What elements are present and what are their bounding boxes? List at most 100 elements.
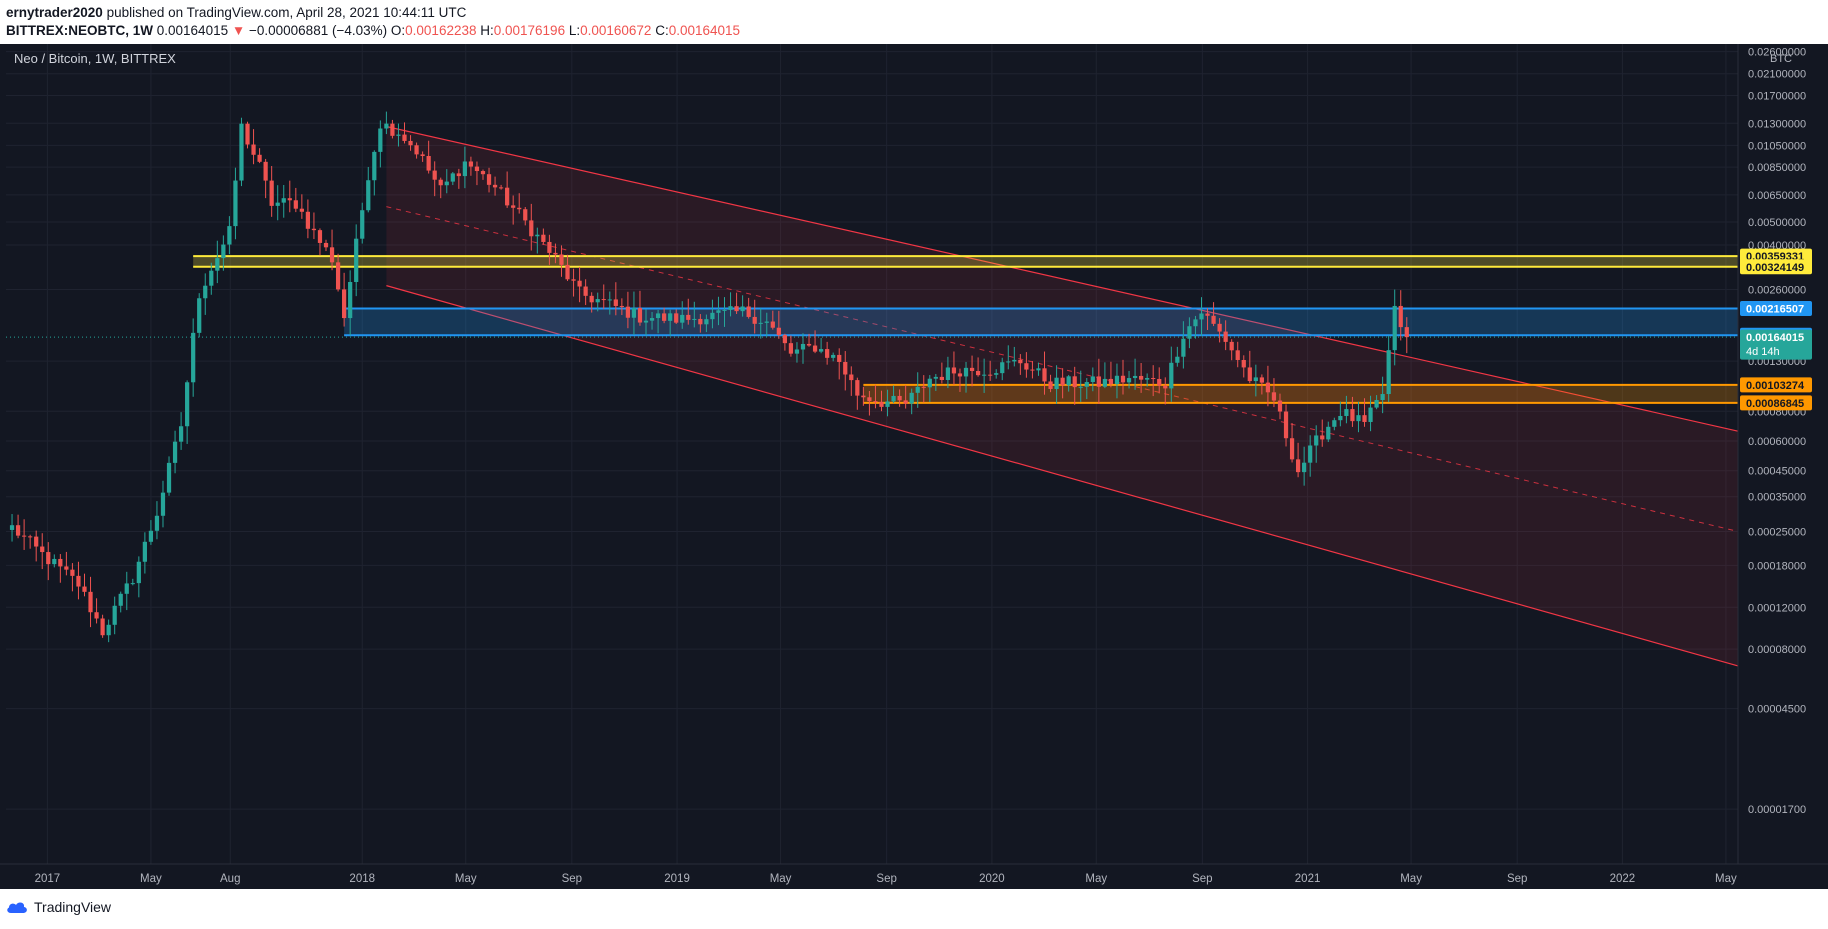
candle-body (837, 354, 842, 362)
candle-body (390, 123, 395, 136)
candle-body (1102, 378, 1108, 387)
candle-body (456, 173, 461, 177)
candle-body (764, 321, 769, 323)
author-name[interactable]: ernytrader2020 (6, 5, 103, 20)
candle-body (655, 313, 661, 319)
price-axis-tick: 0.00025000 (1748, 526, 1806, 538)
high-value: 0.00176196 (493, 23, 566, 38)
candle-body (963, 367, 969, 377)
candle-body (945, 367, 951, 381)
candle-body (1054, 377, 1059, 389)
chart-header: ernytrader2020 published on TradingView.… (0, 0, 1828, 44)
chart-background (0, 44, 1828, 889)
open-label: O: (390, 23, 406, 38)
candle-body (323, 242, 329, 248)
tradingview-logo[interactable]: TradingView (6, 899, 111, 915)
time-axis-tick: 2018 (349, 873, 375, 885)
channel-lower-line (386, 285, 1739, 667)
candle-body (1217, 323, 1222, 332)
candle-body (305, 211, 311, 229)
candle-body (1241, 359, 1246, 368)
candle-body (740, 306, 745, 312)
candle-body (951, 367, 957, 374)
candle-body (511, 205, 516, 208)
candle-body (124, 583, 129, 594)
candle-body (342, 289, 347, 319)
candle-body (595, 299, 600, 303)
candle-body (879, 401, 884, 407)
candle-body (1386, 350, 1391, 395)
orange-zone-high-tag: 0.00103274 (1746, 380, 1805, 392)
price-axis-tick: 0.00060000 (1748, 436, 1806, 448)
candle-body (22, 535, 27, 537)
price-axis-tick: 0.00018000 (1748, 560, 1806, 572)
candle-body (1356, 415, 1361, 422)
publish-line: ernytrader2020 published on TradingView.… (6, 5, 466, 20)
candle-body (335, 262, 341, 290)
candle-body (118, 593, 123, 606)
candle-body (1368, 407, 1373, 422)
candle-body (287, 198, 292, 201)
candle-body (1078, 386, 1083, 388)
candle-body (34, 536, 39, 547)
candle-body (40, 546, 45, 553)
blue-zone-high-tag-bg (1740, 300, 1812, 316)
candle-body (637, 308, 643, 323)
open-value: 0.00162238 (405, 23, 477, 38)
candle-body (1398, 305, 1403, 328)
blue-zone-fill (344, 308, 1738, 336)
candle-body (1181, 338, 1186, 357)
candle-body (927, 378, 932, 388)
candle-body (112, 605, 117, 625)
candle-body (1277, 400, 1283, 412)
candle-body (517, 207, 522, 210)
candle-body (1145, 378, 1150, 380)
candle-body (1012, 359, 1017, 362)
price-axis-tick: 0.00045000 (1748, 466, 1806, 478)
candle-body (486, 174, 492, 185)
candle-body (311, 228, 317, 231)
price-axis-tick: 0.00008000 (1748, 644, 1806, 656)
candle-body (245, 123, 250, 145)
last-value: 0.00164015 (156, 23, 229, 38)
candle-body (1126, 378, 1132, 383)
currency-unit: BTC (1770, 53, 1792, 65)
candle-body (203, 285, 208, 299)
candle-body (571, 279, 576, 281)
candle-body (106, 624, 111, 636)
price-axis-tick: 0.00012000 (1748, 602, 1806, 614)
candle-body (492, 184, 498, 188)
grid (6, 44, 1738, 864)
candle-body (523, 209, 528, 221)
time-axis-tick: 2017 (35, 873, 61, 885)
candle-body (843, 361, 848, 375)
candle-body (1314, 435, 1319, 446)
time-axis-tick: May (1715, 873, 1737, 885)
time-axis-tick: May (455, 873, 477, 885)
candle-body (408, 140, 413, 146)
price-tags: 0.003593310.003241490.002165070.00166934… (1740, 248, 1812, 411)
orange-zone-low-tag-bg (1740, 395, 1812, 411)
candle-body (698, 318, 703, 325)
candle-body (354, 238, 359, 283)
candle-body (233, 180, 238, 227)
last-price-tag-countdown: 4d 14h (1746, 346, 1780, 358)
candle-body (1120, 375, 1126, 383)
candle-body (1060, 377, 1065, 386)
channel-mid-line (386, 206, 1739, 532)
candle-body (1302, 462, 1307, 473)
candle-body (686, 314, 691, 320)
candle-body (909, 392, 914, 404)
candle-body (607, 299, 612, 301)
close-value: 0.00164015 (668, 23, 741, 38)
candle-body (414, 145, 419, 155)
candle-body (577, 280, 582, 287)
time-axis[interactable]: 2017 May Aug 2018 May Sep 2019 May Sep 2020 May Sep… (35, 873, 1737, 885)
candle-body (191, 332, 196, 383)
candle-body (88, 591, 93, 613)
candle-body (1042, 368, 1047, 382)
low-value: 0.00160672 (580, 23, 652, 38)
price-axis-tick: 0.00260000 (1748, 285, 1806, 297)
chart-canvas[interactable]: 0.02600000 0.02100000 0.01700000 0.01300000… (0, 44, 1828, 889)
candle-body (734, 306, 739, 312)
